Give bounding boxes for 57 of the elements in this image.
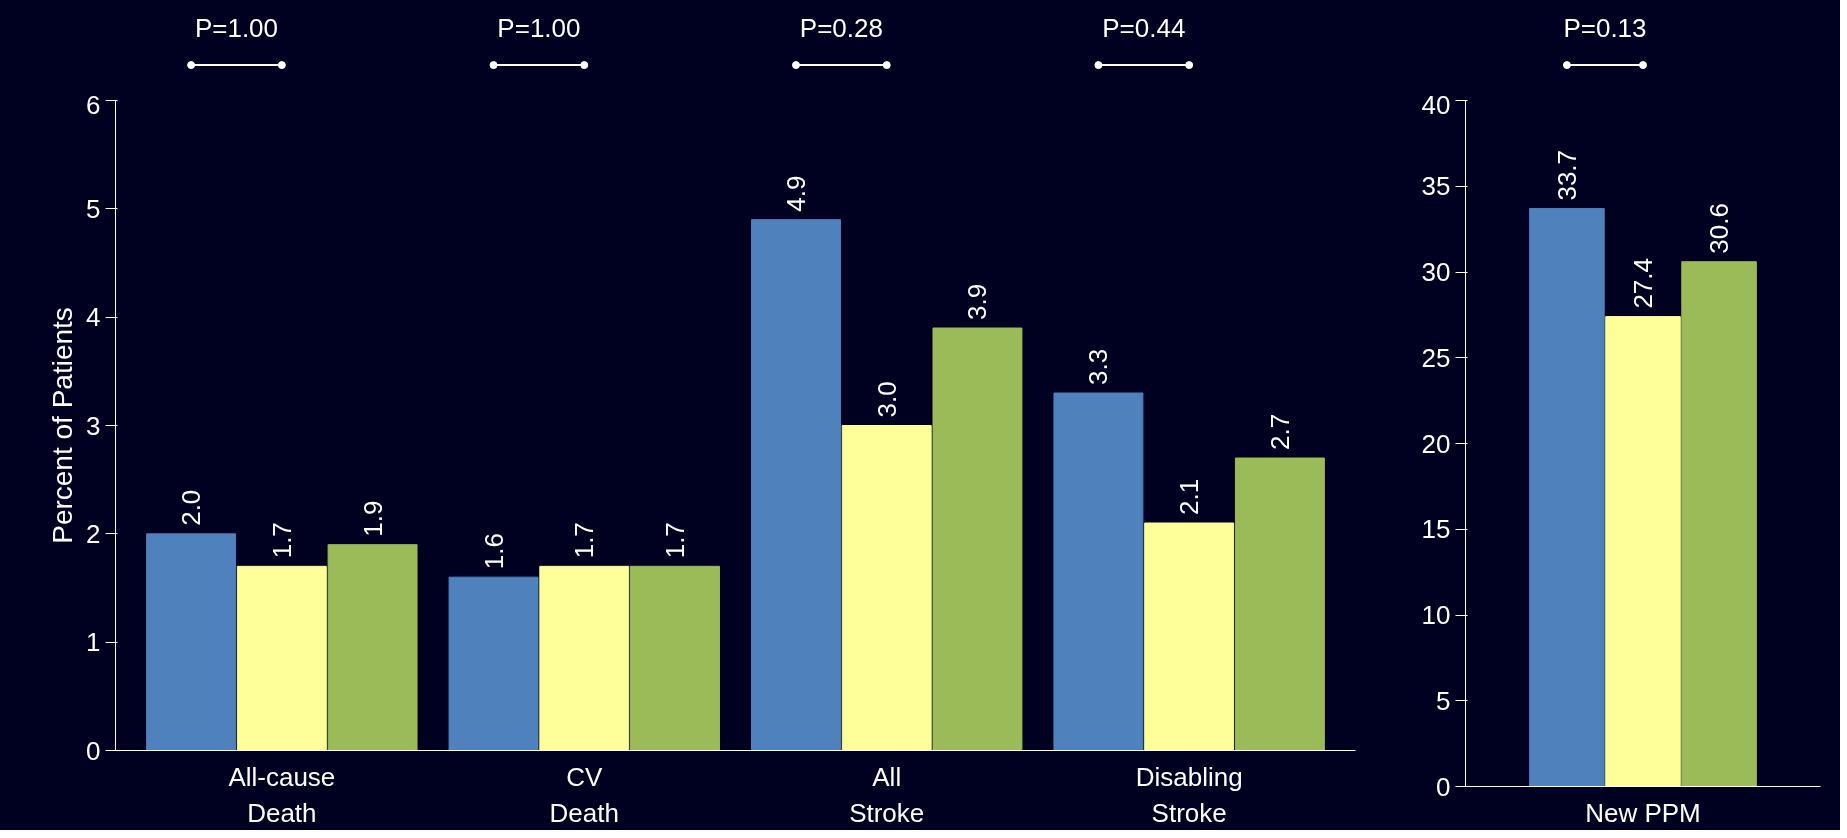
x-tick-label: CV Death	[549, 761, 619, 828]
y-tick-label: 2	[86, 518, 101, 549]
y-tick-label: 1	[86, 627, 101, 658]
data-label: 1.9	[357, 500, 388, 537]
y-tick-label: 3	[86, 410, 101, 441]
data-label: 33.7	[1551, 149, 1582, 201]
data-label: 2.1	[1174, 478, 1205, 515]
data-label: 1.7	[660, 522, 691, 559]
y-tick-label: 15	[1421, 514, 1451, 545]
y-tick-label: 25	[1421, 342, 1451, 373]
bar	[932, 327, 1023, 751]
bar	[1234, 457, 1325, 751]
x-tick-label: All-cause Death	[228, 761, 336, 828]
bar	[1605, 316, 1681, 787]
y-tick-label: 40	[1421, 89, 1451, 120]
bar	[1144, 522, 1235, 751]
data-label: 1.6	[478, 533, 509, 570]
data-label: 3.9	[962, 283, 993, 320]
y-tick-label: 20	[1421, 428, 1451, 459]
y-tick-label: 5	[1436, 685, 1451, 716]
text: P=0.44	[1102, 13, 1186, 44]
y-tick-label: 35	[1421, 171, 1451, 202]
x-tick-label: New PPM	[1585, 797, 1701, 828]
bar	[841, 425, 932, 751]
text: P=0.13	[1563, 13, 1647, 44]
bar	[630, 565, 720, 751]
y-tick-label: 6	[86, 89, 101, 120]
y-tick-label: 0	[86, 735, 101, 766]
bar	[1529, 208, 1605, 787]
data-label: 1.7	[569, 522, 600, 559]
data-label: 4.9	[780, 175, 811, 212]
x-tick-label: Disabling Stroke	[1135, 761, 1243, 828]
text: P=1.00	[194, 13, 279, 44]
y-tick-label: 0	[1436, 771, 1451, 802]
data-label: 1.7	[266, 522, 297, 559]
data-label: 27.4	[1628, 257, 1658, 309]
bar	[539, 565, 630, 751]
bar	[1681, 261, 1757, 787]
data-label: 3.0	[871, 381, 902, 418]
bar	[448, 576, 539, 751]
bar	[1053, 392, 1144, 751]
text: P=0.28	[799, 13, 883, 44]
y-tick-label: 4	[86, 302, 101, 333]
data-label: 2.0	[176, 489, 207, 526]
bar	[146, 533, 237, 751]
y-axis-title: Percent of Patients	[47, 307, 79, 544]
y-tick-label: 10	[1421, 600, 1451, 630]
data-label: 30.6	[1704, 203, 1735, 254]
data-label: 3.3	[1083, 348, 1114, 385]
bar	[327, 544, 418, 751]
data-label: 2.7	[1264, 413, 1295, 450]
text: P=1.00	[497, 13, 581, 44]
y-tick-label: 30	[1421, 257, 1451, 287]
bar	[236, 565, 327, 751]
bar	[751, 219, 841, 751]
y-tick-label: 5	[86, 193, 101, 224]
x-tick-label: All Stroke	[849, 761, 925, 828]
